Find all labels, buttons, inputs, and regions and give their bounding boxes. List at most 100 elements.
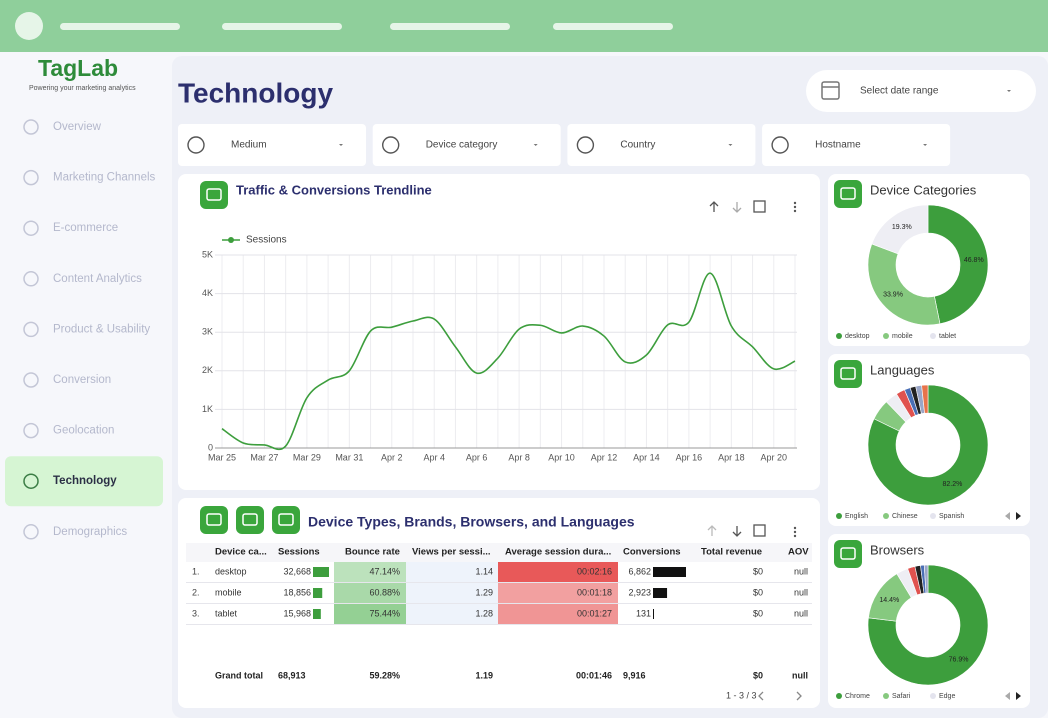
data-label: 76.9% xyxy=(949,656,969,663)
legend-marker xyxy=(228,237,234,243)
chart-icon xyxy=(200,181,228,209)
cell-shade xyxy=(334,604,406,624)
y-tick-label: 3K xyxy=(202,327,213,337)
column-header[interactable]: Total revenue xyxy=(701,547,762,558)
filter-label[interactable]: Hostname xyxy=(815,140,861,151)
top-bar-tab[interactable] xyxy=(60,23,180,30)
x-tick-label: Mar 27 xyxy=(250,452,278,462)
row-number: 1. xyxy=(192,566,200,576)
filter-label[interactable]: Medium xyxy=(231,140,267,151)
date-range-picker[interactable] xyxy=(806,70,1036,112)
column-header[interactable]: Sessions xyxy=(278,547,320,558)
filter-icon xyxy=(771,136,789,154)
nav-icon xyxy=(23,372,39,388)
card-title: Browsers xyxy=(870,542,925,557)
cell-bar xyxy=(313,609,321,619)
donut-card xyxy=(828,534,1030,708)
total-cell: 9,916 xyxy=(623,670,646,680)
legend-prev[interactable] xyxy=(1005,692,1010,700)
filter-icon xyxy=(187,136,205,154)
x-tick-label: Apr 14 xyxy=(633,452,660,462)
column-header[interactable]: Conversions xyxy=(623,547,681,558)
nav-item[interactable]: Content Analytics xyxy=(53,273,142,285)
column-header[interactable]: Views per sessi... xyxy=(412,547,491,558)
menu-dot[interactable] xyxy=(793,209,797,213)
x-tick-label: Apr 6 xyxy=(466,452,488,462)
cell-shade xyxy=(406,583,498,603)
x-tick-label: Apr 16 xyxy=(676,452,703,462)
card-icon-glyph xyxy=(840,547,856,560)
menu-dot[interactable] xyxy=(793,534,797,538)
table-cell: mobile xyxy=(215,587,242,597)
nav-icon xyxy=(23,119,39,135)
filter-label[interactable]: Device category xyxy=(426,140,498,151)
sort-up-icon[interactable] xyxy=(709,201,719,212)
filter-icon xyxy=(382,136,400,154)
filter[interactable] xyxy=(762,124,951,166)
legend-prev[interactable] xyxy=(1005,512,1010,520)
menu-dot[interactable] xyxy=(793,526,797,530)
x-tick-label: Apr 8 xyxy=(508,452,530,462)
menu-dot[interactable] xyxy=(793,201,797,205)
column-header[interactable]: Device ca... xyxy=(215,547,267,558)
x-tick-label: Apr 18 xyxy=(718,452,745,462)
legend-dot xyxy=(883,693,889,699)
top-bar-tab[interactable] xyxy=(222,23,342,30)
date-range-label[interactable]: Select date range xyxy=(860,86,939,97)
donut-slice xyxy=(867,564,989,686)
total-cell: 68,913 xyxy=(278,670,306,680)
nav-item[interactable]: Overview xyxy=(53,121,102,133)
pager-arrows[interactable] xyxy=(758,691,802,701)
legend-label: Edge xyxy=(939,693,955,700)
total-cell: Grand total xyxy=(215,670,263,680)
table-cell: 47.14% xyxy=(369,566,400,576)
legend-dot xyxy=(930,693,936,699)
top-bar-tab[interactable] xyxy=(553,23,673,30)
cell-shade xyxy=(498,583,618,603)
nav-icon xyxy=(23,473,39,489)
menu-dot[interactable] xyxy=(793,205,797,209)
table-title: Device Types, Brands, Browsers, and Lang… xyxy=(308,514,635,530)
menu-dot[interactable] xyxy=(793,530,797,534)
sort-down-icon[interactable] xyxy=(732,526,742,537)
legend-dot xyxy=(930,333,936,339)
legend-label: Chrome xyxy=(845,693,870,700)
page-title: Technology xyxy=(178,77,333,108)
table-cell: 00:02:16 xyxy=(577,566,612,576)
nav-item[interactable]: Product & Usability xyxy=(53,323,150,335)
sort-down-icon[interactable] xyxy=(732,202,742,213)
table-cell: 15,968 xyxy=(283,608,311,618)
nav-item[interactable]: Conversion xyxy=(53,374,111,386)
y-tick-label: 4K xyxy=(202,288,213,298)
y-tick-label: 5K xyxy=(202,249,213,259)
card-icon-glyph xyxy=(840,367,856,380)
nav-item[interactable]: E-commerce xyxy=(53,222,118,234)
nav-item[interactable]: Marketing Channels xyxy=(53,172,156,184)
filter[interactable] xyxy=(567,124,756,166)
data-label: 46.8% xyxy=(964,257,984,264)
sort-up-icon[interactable] xyxy=(707,525,717,536)
legend-next[interactable] xyxy=(1016,692,1021,700)
export-icon[interactable] xyxy=(753,200,766,213)
top-bar-tab[interactable] xyxy=(390,23,510,30)
nav-item[interactable]: Geolocation xyxy=(53,425,114,437)
table-cell: 75.44% xyxy=(369,608,400,618)
legend-dot xyxy=(883,333,889,339)
total-cell: 00:01:46 xyxy=(576,670,612,680)
chart-toolbar xyxy=(707,200,766,537)
column-header[interactable]: Average session dura... xyxy=(505,547,611,558)
nav-item[interactable]: Technology xyxy=(53,475,117,487)
donut-slice xyxy=(927,204,989,325)
column-header[interactable]: Bounce rate xyxy=(345,547,400,558)
export-icon[interactable] xyxy=(753,524,766,537)
nav-item[interactable]: Demographics xyxy=(53,526,127,538)
legend-next[interactable] xyxy=(1016,512,1021,520)
filter[interactable] xyxy=(372,124,561,166)
filter[interactable] xyxy=(178,124,366,166)
filter-label[interactable]: Country xyxy=(620,140,655,151)
cell-bar xyxy=(653,609,654,619)
column-header[interactable]: AOV xyxy=(788,547,809,558)
card-icon xyxy=(834,360,862,388)
cell-bar xyxy=(313,567,329,577)
row-number: 3. xyxy=(192,608,200,618)
